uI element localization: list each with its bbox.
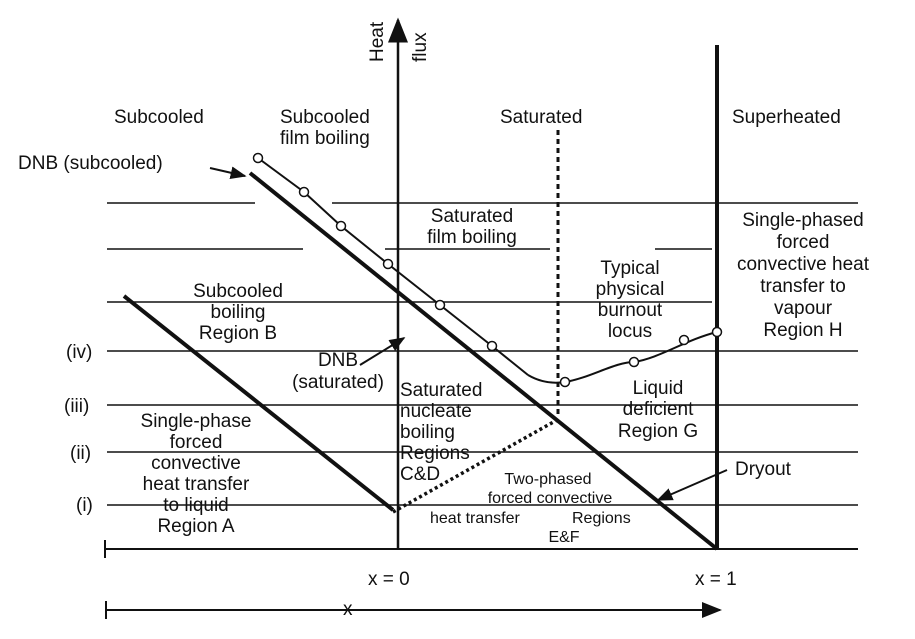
x0-label: x = 0	[368, 569, 410, 590]
burnout-locus-label: Typical physical burnout locus	[596, 258, 665, 342]
level-lines	[107, 202, 858, 506]
svg-text:Regions: Regions	[572, 510, 631, 527]
level-iv: (iv)	[66, 342, 92, 363]
zone-saturated: Saturated	[500, 107, 582, 128]
sat-film-label-1: Saturated	[431, 206, 513, 227]
zone-superheated: Superheated	[732, 107, 841, 128]
svg-text:forced: forced	[777, 232, 830, 253]
svg-text:transfer to: transfer to	[760, 276, 846, 297]
svg-text:Typical: Typical	[600, 258, 659, 279]
svg-text:forced: forced	[170, 432, 223, 453]
svg-text:Subcooled: Subcooled	[193, 281, 283, 302]
level-i: (i)	[76, 495, 93, 516]
svg-text:Two-phased: Two-phased	[504, 471, 591, 488]
dnb-saturated-label-1: DNB	[318, 350, 358, 371]
svg-text:Region A: Region A	[157, 516, 234, 537]
svg-text:Region H: Region H	[763, 320, 842, 341]
dnb-dryout-line	[248, 171, 719, 551]
level-ii: (ii)	[70, 443, 91, 464]
dnb-saturated-label-2: (saturated)	[292, 372, 384, 393]
dnb-subcooled-label: DNB (subcooled)	[18, 153, 163, 174]
dryout-pointer	[656, 469, 728, 501]
heat-flux-label-flux: flux	[410, 32, 431, 62]
svg-text:convective: convective	[151, 453, 241, 474]
svg-text:nucleate: nucleate	[400, 401, 472, 422]
svg-text:Liquid: Liquid	[633, 378, 684, 399]
subcooled-onset-line	[122, 294, 395, 512]
x-label: x	[343, 599, 353, 620]
zone-subcooled-film-1: Subcooled	[280, 107, 370, 128]
svg-text:boiling: boiling	[211, 302, 266, 323]
zone-subcooled: Subcooled	[114, 107, 204, 128]
region-b-label: Subcooled boiling Region B	[193, 281, 283, 344]
dryout-label: Dryout	[735, 459, 792, 480]
svg-text:heat transfer: heat transfer	[143, 474, 250, 495]
svg-text:heat transfer: heat transfer	[430, 510, 521, 527]
region-cd-label: Saturated nucleate boiling Regions C&D	[400, 380, 482, 485]
svg-text:physical: physical	[596, 279, 665, 300]
svg-text:C&D: C&D	[400, 464, 440, 485]
svg-text:Single-phased: Single-phased	[742, 210, 863, 231]
svg-text:Regions: Regions	[400, 443, 470, 464]
region-g-label: Liquid deficient Region G	[618, 378, 698, 442]
svg-text:convective heat: convective heat	[737, 254, 870, 275]
region-a-label: Single-phase forced convective heat tran…	[141, 411, 252, 537]
sat-film-label-2: film boiling	[427, 227, 517, 248]
svg-text:boiling: boiling	[400, 422, 455, 443]
x1-label: x = 1	[695, 569, 737, 590]
svg-text:burnout: burnout	[598, 300, 663, 321]
dnb-subcooled-pointer	[209, 166, 247, 180]
saturation-transition-dotted	[392, 418, 558, 514]
svg-text:forced convective: forced convective	[488, 490, 613, 507]
svg-text:to liquid: to liquid	[163, 495, 229, 516]
locus-points	[252, 152, 723, 388]
region-h-label: Single-phased forced convective heat tra…	[737, 210, 870, 341]
svg-text:locus: locus	[608, 321, 652, 342]
region-ef-label: Two-phased forced convective heat transf…	[430, 471, 631, 546]
svg-text:vapour: vapour	[774, 298, 833, 319]
svg-text:deficient: deficient	[623, 399, 694, 420]
svg-text:Saturated: Saturated	[400, 380, 482, 401]
svg-text:Region G: Region G	[618, 421, 698, 442]
burnout-locus-upper	[257, 157, 529, 376]
level-iii: (iii)	[64, 396, 89, 417]
dnb-saturated-pointer	[359, 337, 406, 366]
svg-text:Region B: Region B	[199, 323, 277, 344]
svg-text:Single-phase: Single-phase	[141, 411, 252, 432]
burnout-locus-lower	[527, 331, 718, 384]
zone-subcooled-film-2: film boiling	[280, 128, 370, 149]
svg-text:E&F: E&F	[548, 529, 579, 546]
heat-flux-label-heat: Heat	[367, 21, 388, 62]
